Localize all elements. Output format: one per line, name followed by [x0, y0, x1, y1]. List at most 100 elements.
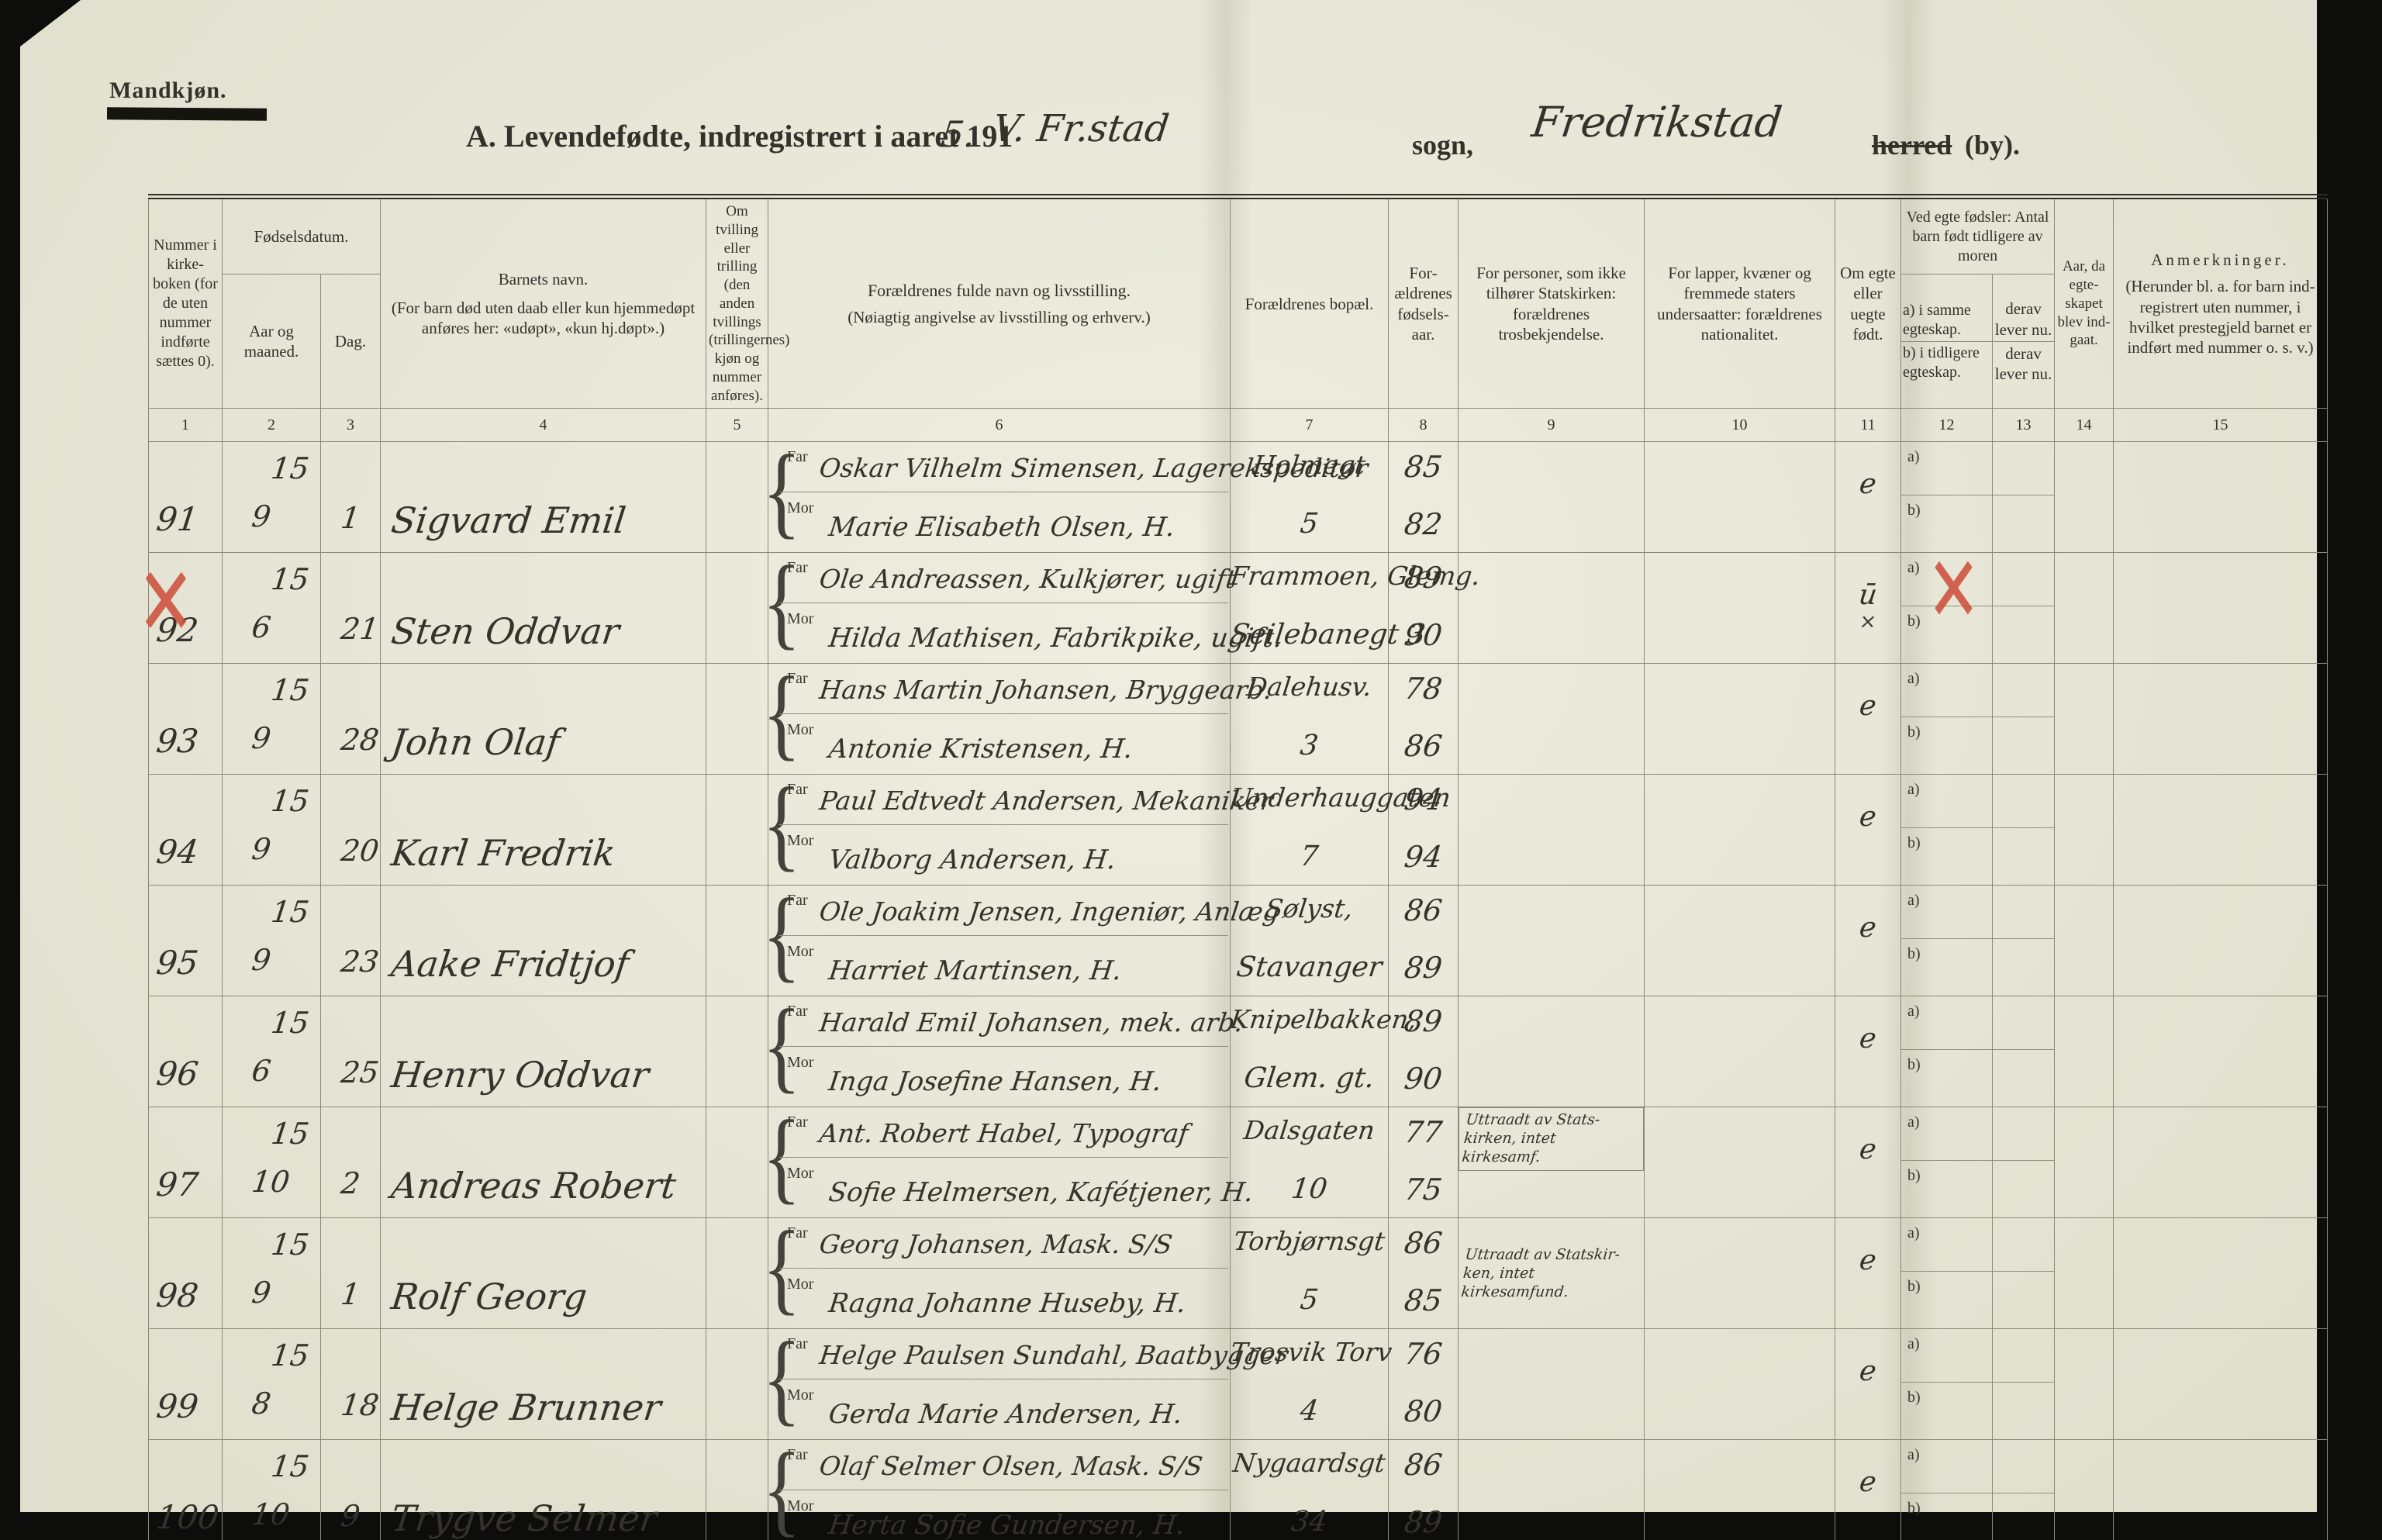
col-header-bopael: Forældrenes bopæl. — [1230, 195, 1390, 409]
cell-twin — [706, 552, 769, 665]
church-note-handwritten: Uttraadt av Statskir- ken, intet kirkesa… — [1460, 1245, 1621, 1300]
church-note-handwritten — [1459, 1048, 1645, 1055]
father-residence-handwritten: Dalehusv. — [1245, 672, 1374, 703]
ab-divider — [1901, 938, 1993, 940]
entry-number-handwritten: 98 — [154, 1276, 201, 1315]
cell-remarks — [2113, 1107, 2328, 1219]
form-title-year-handwritten: 5. — [938, 113, 979, 155]
mother-residence-handwritten: Seilebanegt 3 — [1228, 619, 1427, 651]
table-row: 100 15 10 9 Trygve Selmer { Far Olaf Sel… — [148, 1432, 2328, 1540]
ab-divider — [1901, 827, 1993, 829]
b-label: b) — [1907, 944, 1921, 962]
cell-egte-mark: ū × — [1835, 552, 1902, 665]
cell-prior-children-ab: a) b) — [1900, 885, 1994, 997]
cell-derav-lever — [1992, 663, 2056, 775]
foreldres-navn-title: Forældrenes fulde navn og livsstilling. — [867, 280, 1131, 300]
cell-day: 20 — [319, 774, 381, 886]
col-num: 11 — [1835, 408, 1902, 443]
cell-prior-children-ab: a) b) — [1900, 1107, 1994, 1219]
mother-name-handwritten: Gerda Marie Andersen, H. — [827, 1399, 1185, 1431]
birth-year-handwritten: 15 — [269, 1338, 312, 1373]
child-name-handwritten: Sten Oddvar — [388, 610, 622, 653]
mother-birthyear-handwritten: 90 — [1402, 618, 1445, 653]
father-mother-divider — [779, 1268, 1229, 1269]
cell-remarks — [2113, 996, 2328, 1108]
a-label: a) — [1907, 892, 1920, 910]
cell-year-month: 15 9 — [222, 441, 321, 554]
birth-year-handwritten: 15 — [269, 1449, 312, 1484]
father-name-handwritten: Ant. Robert Habel, Typograf — [817, 1118, 1190, 1149]
child-name-handwritten: Trygve Selmer — [388, 1497, 660, 1540]
cell-residence: Underhauggaten 7 — [1229, 774, 1452, 886]
far-label: Far — [787, 670, 808, 688]
cell-nationality — [1644, 1107, 1836, 1219]
cell-derav-lever — [1992, 774, 2056, 886]
b-label: b) — [1907, 834, 1921, 851]
cell-day: 25 — [319, 996, 381, 1108]
cell-parents: { Far Hans Martin Johansen, Bryggearb. M… — [762, 656, 1274, 775]
parents-brace: { — [762, 656, 801, 771]
cell-year-month: 15 6 — [222, 996, 321, 1108]
col-header-derav-lever-split: derav lever nu. derav lever nu. — [1992, 274, 2056, 409]
cell-marriage-year — [2054, 1328, 2114, 1441]
derav-lever-b: derav lever nu. — [1994, 344, 2052, 384]
cell-church-note: Uttraadt av Statskir- ken, intet kirkesa… — [1458, 1217, 1645, 1330]
father-residence-handwritten: Holmegt — [1251, 450, 1368, 481]
birth-month-handwritten: 9 — [250, 499, 273, 534]
cell-marriage-year — [2054, 996, 2114, 1108]
cell-year-month: 15 10 — [222, 1439, 321, 1540]
father-mother-divider — [779, 935, 1229, 937]
cell-prior-children-ab: a) b) — [1900, 996, 1994, 1108]
father-name-handwritten: Helge Paulsen Sundahl, Baatbygger — [817, 1340, 1289, 1371]
birth-day-handwritten: 23 — [339, 944, 381, 979]
ab-divider — [1901, 1271, 1993, 1272]
birth-year-handwritten: 15 — [269, 784, 312, 819]
cell-nationality — [1644, 1439, 1836, 1540]
cell-nationality — [1644, 1328, 1836, 1441]
col-num: 10 — [1644, 408, 1836, 443]
cell-day: 21 — [319, 552, 381, 665]
far-label: Far — [787, 1003, 808, 1020]
cell-nationality — [1644, 663, 1836, 775]
b-label: b) — [1907, 612, 1921, 630]
table-row: 99 15 8 18 Helge Brunner { Far Helge Pau… — [148, 1321, 2328, 1441]
cell-parents: { Far Georg Johansen, Mask. S/S Mor Ragn… — [762, 1210, 1231, 1330]
cell-marriage-year — [2054, 1439, 2114, 1540]
birth-year-handwritten: 15 — [269, 673, 312, 708]
birth-day-handwritten: 9 — [339, 1499, 362, 1534]
cell-derav-lever — [1992, 1107, 2056, 1219]
birth-day-handwritten: 25 — [339, 1055, 381, 1090]
cell-egte-mark: e — [1835, 1107, 1902, 1219]
col-header-antal-barn-split: a) i samme egteskap. b) i tidligere egte… — [1900, 274, 1994, 409]
cell-remarks — [2113, 1439, 2328, 1540]
cell-residence: Sølyst, Stavanger — [1230, 885, 1390, 997]
cell-day: 18 — [319, 1328, 381, 1441]
cell-residence: Frammoen, Glemg. Seilebanegt 3 — [1228, 552, 1482, 665]
col-header-nationalitet: For lapper, kvæner og fremmede staters u… — [1644, 195, 1836, 409]
cell-parents: { Far Harald Emil Johansen, mek. arb. Mo… — [762, 989, 1245, 1108]
parents-brace: { — [762, 1432, 801, 1540]
father-birthyear-handwritten: 89 — [1402, 1004, 1445, 1039]
a-label: a) — [1907, 1114, 1920, 1131]
father-mother-divider — [779, 824, 1229, 826]
father-name-handwritten: Hans Martin Johansen, Bryggearb. — [817, 675, 1274, 706]
cell-derav-lever — [1992, 1439, 2056, 1540]
mor-label: Mor — [787, 1165, 814, 1183]
table-row: 98 15 9 1 Rolf Georg { Far Georg Johanse… — [148, 1210, 2328, 1330]
cell-residence: Dalehusv. 3 — [1230, 663, 1390, 775]
page-heading: Mandkjøn. — [109, 78, 227, 103]
birth-year-handwritten: 15 — [269, 1006, 312, 1041]
birth-month-handwritten: 9 — [250, 721, 273, 756]
col-num: 2 — [222, 408, 321, 443]
cell-residence: Nygaardsgt 34 — [1230, 1439, 1390, 1540]
mor-label: Mor — [787, 1497, 814, 1515]
cell-year-month: 15 10 — [222, 1107, 321, 1219]
mor-label: Mor — [787, 1054, 814, 1072]
cell-egte-mark: e — [1835, 1217, 1902, 1330]
cell-number: 91 — [148, 441, 223, 554]
antal-barn-a: a) i samme egteskap. — [1901, 299, 1993, 342]
form-title: A. Levendefødte, indregistrert i aaret 1… — [466, 119, 1013, 154]
child-name-handwritten: Aake Fridtjof — [388, 943, 632, 986]
birth-month-handwritten: 8 — [250, 1386, 273, 1421]
father-mother-divider — [779, 713, 1229, 715]
